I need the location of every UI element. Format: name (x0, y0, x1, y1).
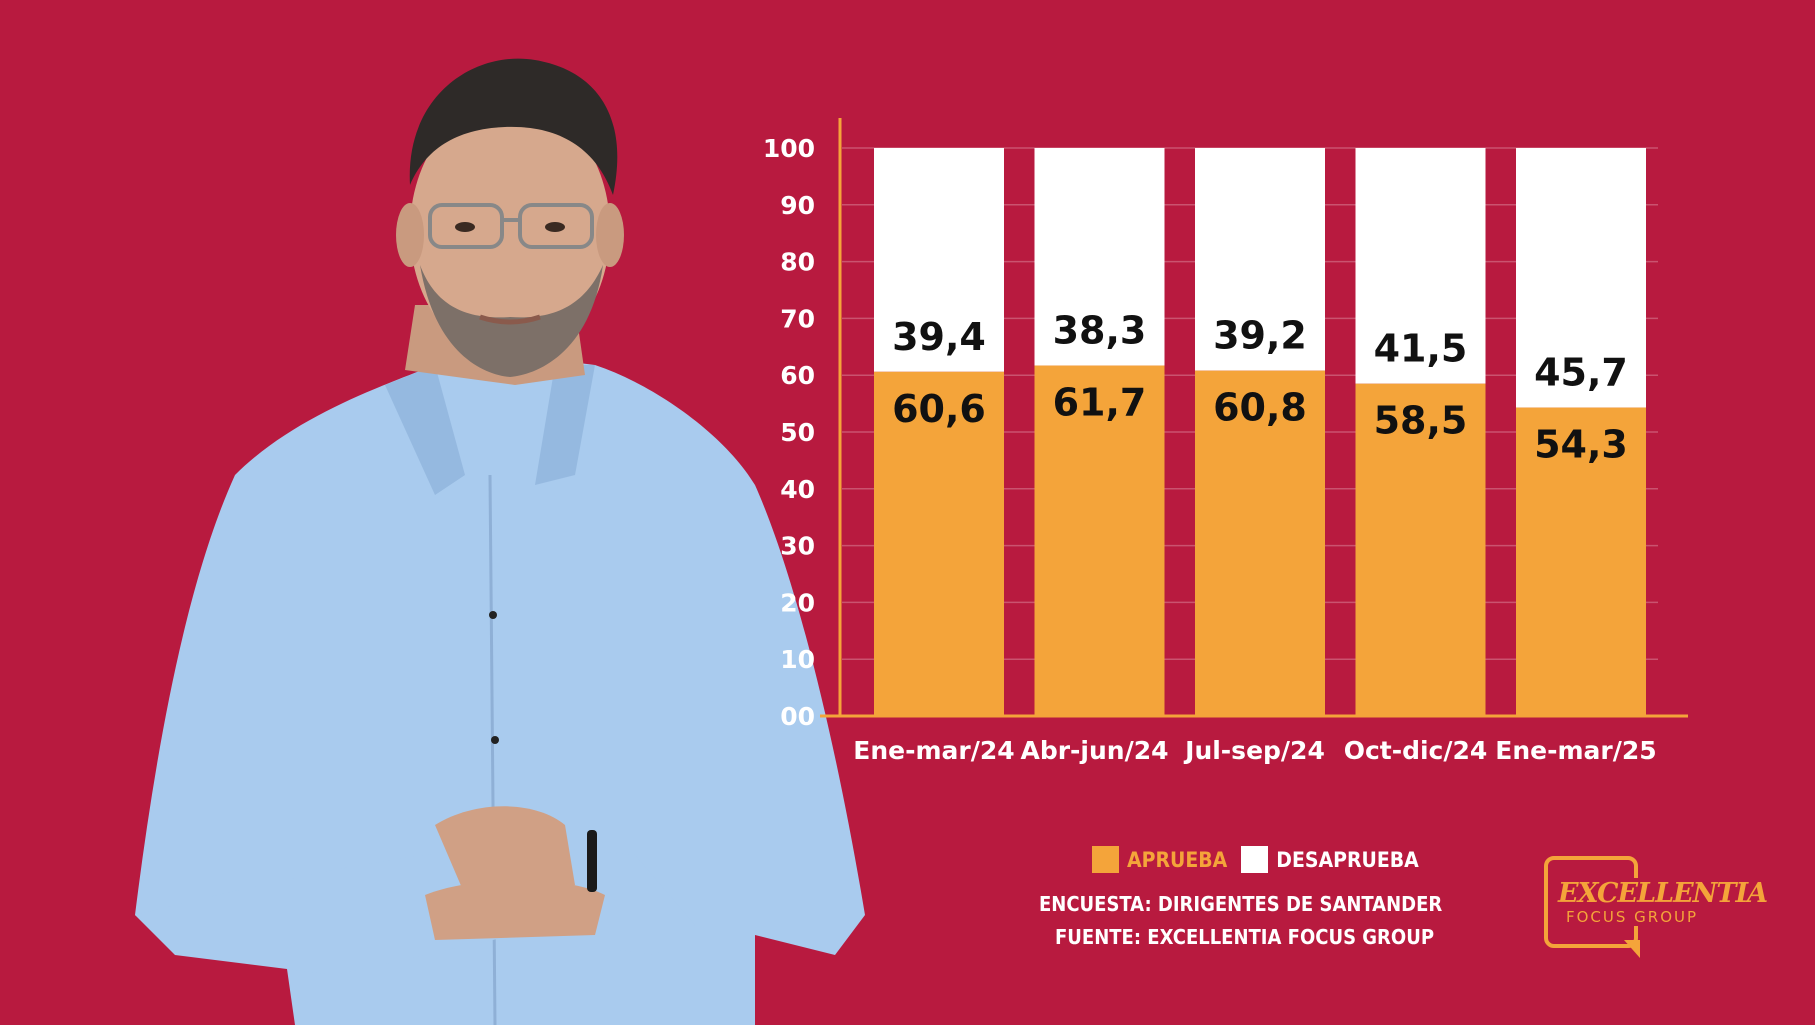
x-tick-label: Abr-jun/24 (1020, 736, 1168, 765)
data-label-aprueba: 60,6 (892, 387, 986, 431)
data-label-desaprueba: 39,4 (892, 315, 986, 359)
bar-aprueba (1516, 407, 1646, 716)
y-tick-label: 60 (780, 361, 815, 390)
y-tick-label: 50 (780, 418, 815, 447)
legend-label-desaprueba: DESAPRUEBA (1276, 847, 1419, 872)
x-tick-label: Oct-dic/24 (1344, 736, 1488, 765)
bar-aprueba (874, 371, 1004, 716)
logo-wordmark: EXCELLENTIA (1556, 878, 1770, 909)
bar-desaprueba (1516, 148, 1646, 408)
data-label-aprueba: 60,8 (1213, 386, 1307, 430)
person-photo (135, 58, 865, 1025)
logo-subtitle: FOCUS GROUP (1564, 908, 1701, 926)
bar-desaprueba (1034, 148, 1165, 366)
data-label-desaprueba: 39,2 (1213, 314, 1307, 358)
legend: APRUEBA DESAPRUEBA (1092, 846, 1425, 873)
axes (820, 118, 1688, 718)
y-tick-label: 80 (780, 248, 815, 277)
excellentia-logo: EXCELLENTIA FOCUS GROUP (1544, 856, 1770, 958)
data-label-desaprueba: 38,3 (1053, 309, 1147, 353)
bars (874, 148, 1646, 716)
data-label-aprueba: 54,3 (1534, 423, 1628, 467)
bar-desaprueba (1195, 148, 1325, 371)
bar-desaprueba (874, 148, 1004, 372)
y-tick-label: 00 (780, 702, 815, 731)
logo-bubble-tail (1624, 940, 1640, 958)
bar-aprueba (1195, 370, 1325, 716)
x-tick-label: Ene-mar/25 (1495, 736, 1656, 765)
x-tick-label: Ene-mar/24 (853, 736, 1014, 765)
y-tick-label: 10 (780, 645, 815, 674)
bar-aprueba (1355, 383, 1486, 716)
legend-label-aprueba: APRUEBA (1127, 847, 1228, 872)
data-label-aprueba: 58,5 (1374, 399, 1468, 443)
source-caption: FUENTE: EXCELLENTIA FOCUS GROUP (1055, 925, 1435, 949)
x-tick-label: Jul-sep/24 (1183, 736, 1325, 765)
labels: 00 10 20 30 40 50 60 70 80 90 100 60,6 39,4 Ene-mar/2… (763, 134, 1657, 765)
data-label-aprueba: 61,7 (1053, 381, 1147, 425)
legend-swatch-aprueba (1092, 846, 1119, 873)
y-tick-label: 70 (780, 304, 815, 333)
y-tick-label: 20 (780, 588, 815, 617)
data-label-desaprueba: 41,5 (1374, 327, 1468, 371)
bar-desaprueba (1355, 148, 1486, 384)
y-tick-label: 90 (780, 191, 815, 220)
y-tick-label: 100 (763, 134, 815, 163)
y-tick-label: 30 (780, 532, 815, 561)
data-label-desaprueba: 45,7 (1534, 351, 1628, 395)
survey-caption: ENCUESTA: DIRIGENTES DE SANTANDER (1039, 892, 1443, 916)
legend-swatch-desaprueba (1241, 846, 1269, 873)
bar-aprueba (1034, 365, 1165, 716)
y-tick-label: 40 (780, 475, 815, 504)
